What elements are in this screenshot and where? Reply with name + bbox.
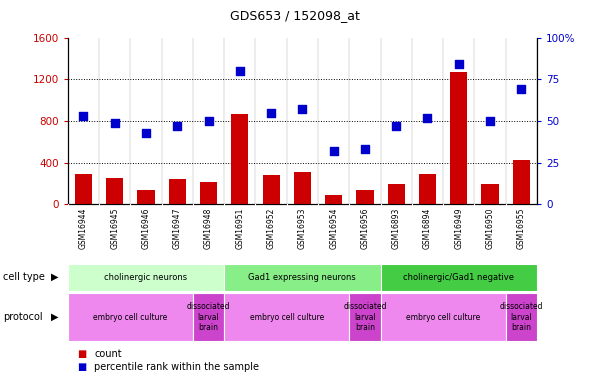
Text: dissociated
larval
brain: dissociated larval brain: [187, 302, 230, 332]
Point: [360, 146, 369, 152]
Point: [422, 115, 432, 121]
Point: [454, 61, 464, 67]
Bar: [419, 174, 436, 204]
Text: ▶: ▶: [51, 312, 58, 322]
Point: [173, 123, 182, 129]
Text: percentile rank within the sample: percentile rank within the sample: [94, 362, 260, 372]
Text: protocol: protocol: [3, 312, 42, 322]
Bar: [200, 183, 217, 204]
Bar: [450, 72, 467, 204]
Point: [391, 123, 401, 129]
Bar: [381, 293, 506, 341]
Bar: [193, 293, 224, 341]
Point: [79, 113, 88, 119]
Bar: [356, 190, 373, 204]
Bar: [294, 172, 311, 204]
Bar: [513, 159, 530, 204]
Bar: [388, 183, 405, 204]
Bar: [224, 293, 349, 341]
Text: ■: ■: [77, 350, 86, 359]
Point: [485, 118, 494, 124]
Text: ▶: ▶: [51, 272, 58, 282]
Point: [267, 110, 276, 116]
Point: [235, 68, 244, 74]
Text: cholinergic neurons: cholinergic neurons: [104, 273, 188, 282]
Bar: [381, 264, 537, 291]
Bar: [231, 114, 248, 204]
Text: count: count: [94, 350, 122, 359]
Text: dissociated
larval
brain: dissociated larval brain: [500, 302, 543, 332]
Bar: [68, 293, 193, 341]
Text: ■: ■: [77, 362, 86, 372]
Bar: [349, 293, 381, 341]
Text: dissociated
larval
brain: dissociated larval brain: [343, 302, 386, 332]
Text: cell type: cell type: [3, 272, 45, 282]
Bar: [169, 179, 186, 204]
Text: cholinergic/Gad1 negative: cholinergic/Gad1 negative: [403, 273, 514, 282]
Bar: [137, 190, 155, 204]
Point: [517, 86, 526, 92]
Text: embryo cell culture: embryo cell culture: [93, 313, 168, 322]
Text: Gad1 expressing neurons: Gad1 expressing neurons: [248, 273, 356, 282]
Bar: [68, 264, 224, 291]
Point: [110, 120, 119, 126]
Text: embryo cell culture: embryo cell culture: [250, 313, 324, 322]
Bar: [224, 264, 381, 291]
Point: [142, 130, 151, 136]
Bar: [75, 174, 92, 204]
Bar: [481, 184, 499, 204]
Point: [297, 106, 307, 112]
Bar: [325, 195, 342, 204]
Point: [329, 148, 339, 154]
Bar: [106, 178, 123, 204]
Text: embryo cell culture: embryo cell culture: [406, 313, 480, 322]
Bar: [263, 175, 280, 204]
Point: [204, 118, 214, 124]
Bar: [506, 293, 537, 341]
Text: GDS653 / 152098_at: GDS653 / 152098_at: [230, 9, 360, 22]
